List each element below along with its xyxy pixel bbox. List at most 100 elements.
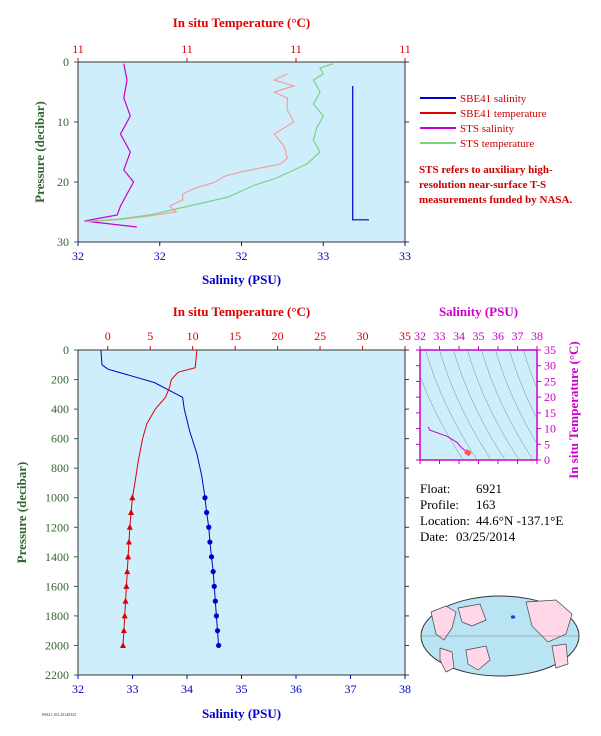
x-tick-label: 32: [154, 249, 166, 263]
legend-item-sts-temperature: STS temperature: [420, 137, 546, 152]
top-tick-label: 33: [434, 329, 446, 343]
ts-deep-segment: [463, 448, 472, 457]
legend-item-sbe-salinity: SBE41 salinity: [420, 92, 546, 107]
temperature-marker: [120, 627, 127, 634]
float-value: 6921: [476, 481, 502, 496]
temperature-marker: [125, 553, 132, 560]
y-axis-title: Pressure (decibar): [14, 462, 29, 564]
y-tick-label: 2200: [45, 668, 69, 682]
y-tick-label: 200: [51, 373, 69, 387]
sts-note: STS refers to auxiliary high-resolution …: [419, 164, 573, 206]
top-tick-label: 35: [473, 329, 485, 343]
x-tick-label: 34: [181, 682, 193, 696]
float-label: Float:: [420, 481, 451, 496]
y-tick-label: 30: [57, 235, 69, 249]
map-land: [457, 603, 487, 627]
salinity-marker: [211, 583, 217, 589]
float-location-marker: *: [510, 613, 516, 625]
legend-item-sts-salinity: STS salinity: [420, 122, 546, 137]
density-contour: [495, 350, 537, 445]
salinity-marker: [206, 524, 212, 530]
density-contour: [467, 350, 520, 460]
x-tick-label: 35: [236, 682, 248, 696]
top-tick-label: 37: [512, 329, 524, 343]
top-tick-label: 36: [492, 329, 504, 343]
plot-area: [419, 349, 538, 461]
density-contour: [453, 350, 506, 460]
top-tick-label: 34: [453, 329, 465, 343]
y-tick-label: 20: [57, 175, 69, 189]
top-tick-label: 35: [399, 329, 411, 343]
density-contour: [425, 350, 478, 460]
temperature-marker: [125, 538, 132, 545]
x-tick-label: 37: [345, 682, 357, 696]
y-axis-title: In situ Temperature (°C): [566, 341, 581, 479]
top-tick-label: 20: [272, 329, 284, 343]
salinity-marker: [204, 509, 210, 516]
temperature-marker: [123, 582, 130, 589]
profile-label: Profile:: [420, 497, 459, 512]
series-sbe41-salinity: [352, 86, 369, 221]
salinity-marker: [216, 642, 222, 649]
y-tick-label: 400: [51, 402, 69, 416]
salinity-marker: [202, 495, 208, 501]
top-tick-label: 11: [72, 42, 84, 56]
float-row: Float: 6921: [420, 481, 563, 497]
top-tick-label: 11: [399, 42, 411, 56]
y-tick-label: 600: [51, 432, 69, 446]
x-tick-label: 33: [317, 249, 329, 263]
date-label: Date:: [420, 529, 449, 544]
x-tick-label: 32: [236, 249, 248, 263]
salinity-marker: [214, 628, 221, 634]
footer-id: F6921.163.20140325: [42, 712, 76, 717]
top-tick-label: 10: [187, 329, 199, 343]
salinity-marker: [212, 598, 218, 604]
y-tick-label: 10: [544, 422, 556, 436]
y-tick-label: 0: [63, 55, 69, 69]
map-land: [551, 643, 569, 669]
salinity-marker: [207, 539, 213, 545]
density-contour: [523, 350, 537, 390]
top-tick-label: 0: [105, 329, 111, 343]
top-axis-title: In situ Temperature (°C): [173, 15, 311, 30]
y-tick-label: 1800: [45, 609, 69, 623]
x-axis-title: Salinity (PSU): [202, 272, 281, 287]
x-tick-label: 36: [290, 682, 302, 696]
ts-diagram-panel: Salinity (PSU)32 33 34 35 36 37 38051015202530…: [414, 304, 581, 479]
x-tick-label: 38: [399, 682, 411, 696]
y-tick-label: 5: [544, 437, 550, 451]
series-sbe41-temperature: [84, 73, 296, 223]
y-tick-label: 10: [57, 115, 69, 129]
full-profile-panel: In situ Temperature (°C) 0 5 10 15 20 25 30 35 32…: [14, 304, 411, 721]
date-value: 03/25/2014: [456, 529, 516, 544]
salinity-marker: [208, 554, 215, 560]
top-tick-label: 30: [357, 329, 369, 343]
legend-label: STS temperature: [460, 138, 535, 150]
y-axis-title: Pressure (decibar): [32, 101, 47, 203]
top-tick-label: 11: [181, 42, 193, 56]
temperature-marker: [121, 612, 128, 619]
profile-value: 163: [476, 497, 496, 512]
y-tick-label: 0: [63, 343, 69, 357]
profile-row: Profile: 163: [420, 497, 563, 513]
density-contour: [420, 375, 464, 460]
temperature-marker: [129, 494, 136, 501]
map-land: [465, 645, 491, 671]
near-surface-panel: In situ Temperature (°C) 11 11 11 11 32 32 32 33…: [32, 15, 411, 287]
x-tick-label: 33: [399, 249, 411, 263]
legend-swatch: [420, 127, 456, 130]
density-contour: [509, 350, 537, 420]
salinity-marker: [210, 568, 216, 575]
y-tick-label: 30: [544, 359, 556, 373]
plot-area: [77, 349, 406, 676]
date-row: Date: 03/25/2014: [420, 529, 563, 545]
top-tick-label: 32: [414, 329, 426, 343]
x-tick-label: 32: [72, 249, 84, 263]
y-tick-label: 2000: [45, 638, 69, 652]
temperature-marker: [122, 597, 129, 604]
temperature-marker: [128, 509, 135, 515]
x-tick-label: 33: [127, 682, 139, 696]
y-tick-label: 800: [51, 461, 69, 475]
legend-label: STS salinity: [460, 123, 515, 135]
salinity-marker: [213, 613, 220, 619]
